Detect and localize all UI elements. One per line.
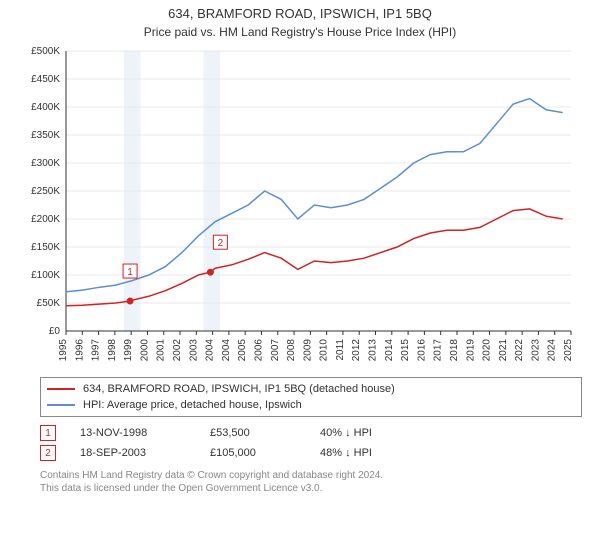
y-tick-label: £200K — [31, 214, 60, 225]
x-tick-label: 2008 — [286, 339, 297, 362]
price-chart: £0 £50K £100K £150K £200K £250K £300K £350K £400… — [18, 43, 583, 373]
footer-line: This data is licensed under the Open Gov… — [40, 482, 582, 495]
sale-marker-number: 2 — [217, 238, 223, 249]
x-tick-label: 2000 — [139, 339, 150, 362]
x-tick-label: 1995 — [58, 339, 69, 362]
legend-label: HPI: Average price, detached house, Ipsw… — [83, 399, 302, 411]
x-tick-label: 2014 — [383, 339, 394, 362]
sale-marker-number: 1 — [127, 267, 133, 278]
x-tick-label: 2022 — [514, 339, 525, 362]
legend-row: HPI: Average price, detached house, Ipsw… — [47, 397, 575, 413]
y-tick-label: £250K — [31, 186, 60, 197]
x-tick-label: 2001 — [155, 339, 166, 362]
x-tick-label: 1996 — [74, 339, 85, 362]
sale-row-price: £53,500 — [210, 427, 320, 439]
sale-marker-dot — [126, 298, 133, 305]
x-tick-label: 2004 — [204, 339, 215, 362]
y-tick-label: £0 — [48, 326, 60, 337]
x-tick-label: 2015 — [400, 339, 411, 362]
y-tick-label: £300K — [31, 158, 60, 169]
attribution-footer: Contains HM Land Registry data © Crown c… — [40, 469, 582, 495]
x-tick-label: 2019 — [465, 339, 476, 362]
sale-row-date: 13-NOV-1998 — [80, 427, 210, 439]
page-title: 634, BRAMFORD ROAD, IPSWICH, IP1 5BQ — [0, 6, 600, 21]
x-tick-label: 2017 — [432, 339, 443, 362]
x-tick-label: 2009 — [302, 339, 313, 362]
sale-row: 1 13-NOV-1998£53,50040% ↓ HPI — [40, 423, 582, 443]
x-tick-label: 2013 — [367, 339, 378, 362]
x-tick-label: 2007 — [269, 339, 280, 362]
legend-swatch — [47, 388, 75, 390]
legend-swatch — [47, 404, 75, 406]
sales-table: 1 13-NOV-1998£53,50040% ↓ HPI 2 18-SEP-2003… — [40, 423, 582, 463]
x-tick-label: 2011 — [334, 339, 345, 361]
x-tick-label: 2002 — [172, 339, 183, 362]
x-tick-label: 2004 — [220, 339, 231, 362]
y-tick-label: £400K — [31, 102, 60, 113]
x-tick-label: 2012 — [351, 339, 362, 362]
sale-row-pct: 48% ↓ HPI — [320, 447, 440, 459]
x-tick-label: 2023 — [530, 339, 541, 362]
footer-line: Contains HM Land Registry data © Crown c… — [40, 469, 582, 482]
page-subtitle: Price paid vs. HM Land Registry's House … — [0, 25, 600, 39]
sale-row-date: 18-SEP-2003 — [80, 447, 210, 459]
y-tick-label: £450K — [31, 74, 60, 85]
sale-row-pct: 40% ↓ HPI — [320, 427, 440, 439]
sale-row-price: £105,000 — [210, 447, 320, 459]
y-tick-label: £350K — [31, 130, 60, 141]
x-tick-label: 2025 — [563, 339, 574, 362]
x-tick-label: 1997 — [90, 339, 101, 362]
x-tick-label: 2003 — [188, 339, 199, 362]
y-tick-label: £50K — [36, 298, 60, 309]
x-tick-label: 2006 — [253, 339, 264, 362]
x-tick-label: 2018 — [448, 339, 459, 362]
sale-row: 2 18-SEP-2003£105,00048% ↓ HPI — [40, 443, 582, 463]
x-tick-label: 2024 — [546, 339, 557, 362]
x-tick-label: 2010 — [318, 339, 329, 362]
y-tick-label: £100K — [31, 270, 60, 281]
sale-marker-dot — [206, 269, 213, 276]
y-tick-label: £500K — [31, 46, 60, 57]
x-tick-label: 2016 — [416, 339, 427, 362]
x-tick-label: 1999 — [123, 339, 134, 362]
x-tick-label: 2021 — [497, 339, 508, 362]
x-tick-label: 2020 — [481, 339, 492, 362]
x-tick-label: 2005 — [237, 339, 248, 362]
legend-label: 634, BRAMFORD ROAD, IPSWICH, IP1 5BQ (de… — [83, 383, 395, 395]
sale-row-marker: 1 — [40, 425, 56, 441]
x-tick-label: 1998 — [106, 339, 117, 362]
legend-row: 634, BRAMFORD ROAD, IPSWICH, IP1 5BQ (de… — [47, 381, 575, 397]
legend: 634, BRAMFORD ROAD, IPSWICH, IP1 5BQ (de… — [40, 377, 582, 417]
sale-row-marker: 2 — [40, 445, 56, 461]
y-tick-label: £150K — [31, 242, 60, 253]
